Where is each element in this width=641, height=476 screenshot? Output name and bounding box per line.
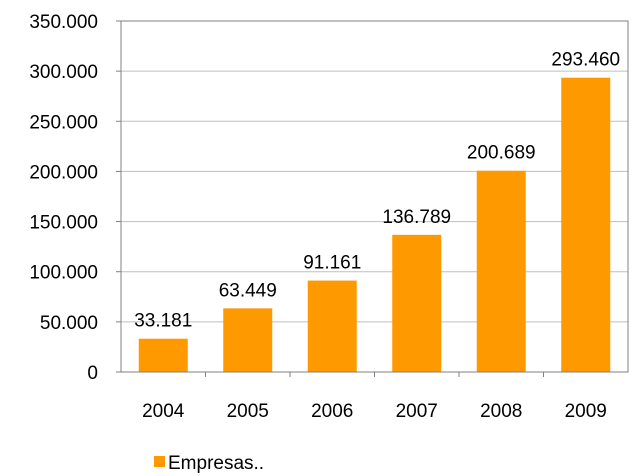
data-label: 293.460 xyxy=(551,50,620,71)
x-tick-label: 2005 xyxy=(227,401,269,422)
plot-frame xyxy=(120,20,629,373)
x-tick-label: 2006 xyxy=(311,401,353,422)
data-label: 91.161 xyxy=(303,253,361,274)
y-tick-labels: 0 50.000 100.000 150.000 200.000 250.000 300.0… xyxy=(29,12,98,384)
legend: Empresas.. xyxy=(154,453,264,474)
gridlines xyxy=(121,70,628,323)
data-label: 200.689 xyxy=(467,143,536,164)
x-tick-labels: 2004 2005 2006 2007 2008 2009 xyxy=(142,401,607,422)
axes xyxy=(116,20,629,377)
bar-2006 xyxy=(307,280,357,372)
x-tick-label: 2007 xyxy=(396,401,438,422)
x-tick-label: 2008 xyxy=(480,401,522,422)
y-tick-label: 250.000 xyxy=(29,112,98,133)
data-labels: 33.181 63.449 91.161 136.789 200.689 293.460 xyxy=(134,50,620,332)
y-tick-label: 350.000 xyxy=(29,12,98,33)
y-tick-label: 300.000 xyxy=(29,62,98,83)
bars xyxy=(138,77,611,373)
y-tick-label: 200.000 xyxy=(29,162,98,183)
data-label: 63.449 xyxy=(219,280,277,301)
y-tick-label: 0 xyxy=(87,363,98,384)
bar-2007 xyxy=(392,234,442,372)
bar-2004 xyxy=(138,338,188,372)
y-tick-label: 50.000 xyxy=(40,313,98,334)
x-tick-label: 2009 xyxy=(565,401,607,422)
bar-2008 xyxy=(476,170,526,372)
legend-label-empresas: Empresas.. xyxy=(168,453,264,474)
data-label: 33.181 xyxy=(134,311,192,332)
data-label: 136.789 xyxy=(382,207,451,228)
y-tick-label: 150.000 xyxy=(29,213,98,234)
bar-2005 xyxy=(223,308,273,372)
legend-swatch-empresas xyxy=(154,456,165,467)
y-tick-label: 100.000 xyxy=(29,263,98,284)
bar-2009 xyxy=(561,77,611,373)
x-tick-label: 2004 xyxy=(142,401,185,422)
